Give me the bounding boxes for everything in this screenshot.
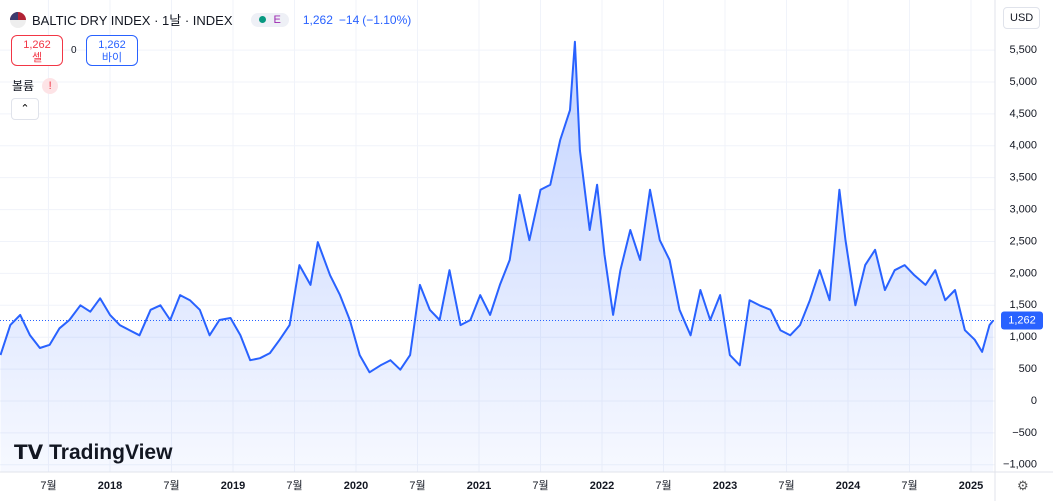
y-tick-label: 5,500: [1009, 44, 1037, 56]
volume-label: 볼륨: [12, 79, 35, 93]
x-tick-label: 2019: [221, 480, 245, 492]
y-tick-label: 5,000: [1009, 76, 1037, 88]
y-tick-label: 0: [1031, 395, 1037, 407]
y-tick-label: 4,500: [1009, 108, 1037, 120]
y-tick-label: 1,000: [1009, 331, 1037, 343]
flag-icon: [10, 11, 26, 28]
badge[interactable]: E: [250, 12, 289, 27]
collapse-button[interactable]: ⌃: [11, 98, 39, 120]
y-tick-label: 500: [1019, 363, 1037, 375]
last-price-label: 1,262: [1008, 314, 1036, 326]
y-tick-label: 2,500: [1009, 235, 1037, 247]
area: [0, 41, 994, 473]
y-tick-label: 3,500: [1009, 172, 1037, 184]
x-tick-label: 2025: [959, 480, 983, 492]
x-tick-label: 7월: [901, 479, 917, 492]
x-tick-label: 2020: [344, 480, 368, 492]
currency-button[interactable]: USD: [1003, 7, 1041, 29]
sell-price: 1,262: [23, 39, 51, 51]
x-tick-label: 7월: [409, 479, 425, 492]
y-tick-label: 1,500: [1009, 299, 1037, 311]
buy-label: 바이: [101, 52, 123, 64]
x-tick-label: 2022: [590, 480, 614, 492]
badge-text: E: [273, 13, 281, 26]
x-tick-label: 7월: [532, 479, 548, 492]
x-tick-label: 2018: [98, 480, 122, 492]
y-tick-label: 3,000: [1009, 203, 1037, 215]
brand-logo[interactable]: 𝗧𝗩 TradingView: [14, 440, 172, 465]
sell-label: 셀: [31, 52, 43, 64]
x-tick-label: 7월: [655, 479, 671, 492]
y-tick-label: 2,000: [1009, 267, 1037, 279]
symbol-bar: BALTIC DRY INDEX · 1날 · INDEX E 1,262 −1…: [10, 10, 411, 29]
price: 1,262: [302, 12, 333, 27]
x-tick-label: 7월: [163, 479, 179, 492]
buy-price: 1,262: [98, 39, 126, 51]
volume-warning[interactable]: !: [42, 77, 59, 94]
x-tick-label: 7월: [40, 479, 56, 492]
spread: 0: [71, 45, 77, 56]
volume-row: 볼륨!: [12, 77, 59, 94]
buy-button[interactable]: 1,262 바이: [86, 35, 138, 66]
logo-mark: 𝗧𝗩: [14, 442, 44, 464]
x-tick-label: 7월: [778, 479, 794, 492]
x-tick-label: 2023: [713, 480, 737, 492]
brand-text: TradingView: [49, 440, 173, 464]
x-tick-label: 2024: [836, 480, 861, 492]
x-tick-label: 7월: [286, 479, 302, 492]
x-tick-label: 2021: [467, 480, 491, 492]
change: −14: [338, 12, 360, 27]
settings-icon[interactable]: ⚙: [1017, 478, 1029, 493]
symbol-title[interactable]: BALTIC DRY INDEX · 1날 · INDEX: [32, 13, 233, 28]
y-tick-label: −1,000: [1003, 459, 1037, 471]
last-price-tag: [1001, 311, 1043, 330]
price-line: [0, 40, 994, 374]
change-pct: (−1.10%): [362, 12, 412, 27]
y-tick-label: 4,000: [1009, 140, 1037, 152]
sell-button[interactable]: 1,262 셀: [11, 35, 63, 66]
y-tick-label: −500: [1012, 427, 1037, 439]
